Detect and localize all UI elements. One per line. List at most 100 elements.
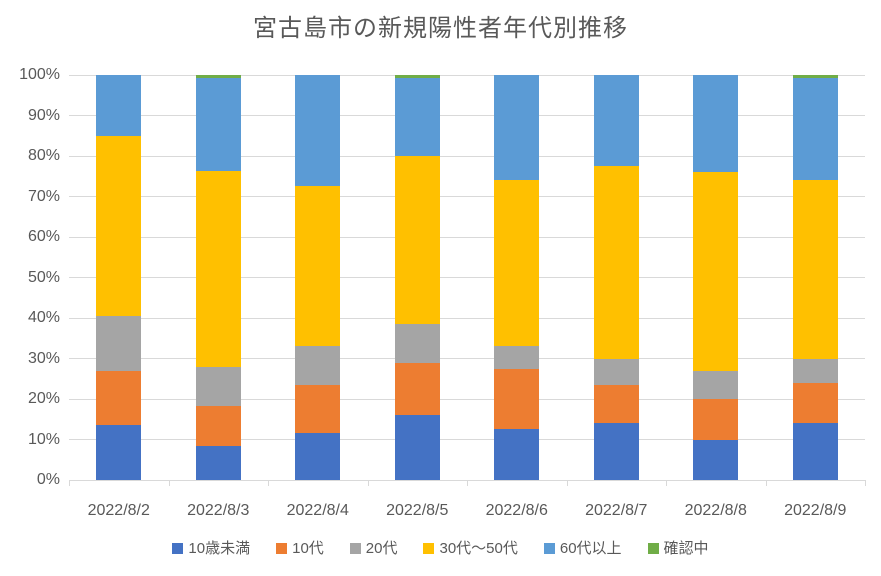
- bar-segment-10代: [96, 370, 142, 426]
- bar-segment-30代～50代: [96, 135, 142, 316]
- bar-segment-30代～50代: [494, 180, 540, 347]
- bar-segment-30代～50代: [693, 172, 739, 371]
- bar-segment-10歳未満: [195, 446, 241, 480]
- gridline: [69, 398, 865, 400]
- bar-segment-確認中: [195, 75, 241, 78]
- legend-swatch-icon: [543, 543, 555, 554]
- stacked-bar-2022/8/2: [96, 75, 142, 480]
- stacked-bar-2022/8/6: [494, 75, 540, 480]
- y-axis-tick-label: 100%: [19, 66, 60, 83]
- x-axis-tick: [865, 480, 866, 486]
- bar-segment-60代以上: [295, 75, 341, 187]
- gridline: [69, 439, 865, 440]
- gridline: [69, 115, 865, 116]
- gridline: [69, 358, 865, 359]
- x-axis-tick: [268, 480, 269, 486]
- x-axis-tick: [765, 480, 767, 486]
- bar-segment-10代: [494, 368, 540, 430]
- gridline: [69, 317, 865, 319]
- y-axis-tick-label: 40%: [27, 309, 60, 326]
- bar-segment-10代: [693, 399, 739, 440]
- bar-segment-10歳未満: [394, 415, 440, 480]
- chart-title: 宮古島市の新規陽性者年代別推移: [253, 15, 628, 42]
- bar-segment-20代: [693, 370, 739, 399]
- bar-segment-10歳未満: [295, 433, 341, 480]
- bar-segment-60代以上: [96, 75, 142, 136]
- legend-swatch-icon: [276, 543, 288, 554]
- chart-legend: 10歳未満 10代 20代 30代～50代 60代以上 確認中: [0, 541, 881, 556]
- legend-item-10歳未満: 10歳未満: [172, 541, 250, 556]
- x-axis-tick: [566, 480, 568, 486]
- bar-segment-30代～50代: [792, 180, 838, 359]
- bar-segment-20代: [195, 367, 241, 407]
- bar-segment-20代: [792, 358, 838, 383]
- legend-swatch-icon: [172, 543, 184, 554]
- y-axis-tick-label: 90%: [27, 106, 60, 124]
- x-axis-tick-label: 2022/8/3: [187, 502, 250, 519]
- bar-segment-60代以上: [593, 75, 639, 167]
- x-axis-tick: [69, 480, 70, 486]
- x-axis-tick: [367, 480, 369, 486]
- bar-segment-60代以上: [494, 75, 540, 181]
- gridline: [69, 74, 865, 76]
- legend-item-10代: 10代: [276, 541, 324, 556]
- stacked-bar-2022/8/4: [295, 75, 341, 480]
- legend-item-確認中: 確認中: [647, 540, 709, 557]
- y-axis-tick-label: 10%: [27, 430, 60, 448]
- bar-segment-60代以上: [394, 77, 440, 156]
- bar-segment-10歳未満: [693, 439, 739, 480]
- legend-label: 確認中: [663, 540, 709, 557]
- y-axis-tick-label: 30%: [27, 349, 60, 367]
- bar-segment-10歳未満: [96, 425, 142, 480]
- x-axis-tick: [666, 480, 667, 486]
- x-axis-tick-label: 2022/8/9: [784, 502, 847, 519]
- y-axis-tick-label: 70%: [27, 187, 60, 205]
- stacked-bar-2022/8/7: [593, 75, 639, 480]
- gridline: [69, 236, 865, 238]
- bar-segment-30代～50代: [394, 156, 440, 325]
- y-axis-tick-label: 50%: [27, 268, 60, 286]
- bar-segment-10歳未満: [593, 423, 639, 480]
- x-axis-tick: [168, 480, 170, 486]
- bar-segment-20代: [593, 358, 639, 385]
- bar-segment-10代: [394, 362, 440, 416]
- legend-item-30代～50代: 30代～50代: [423, 540, 518, 557]
- gridline: [69, 196, 865, 197]
- legend-label: 20代: [365, 540, 398, 557]
- bar-segment-10代: [295, 384, 341, 434]
- bar-segment-10代: [593, 384, 639, 424]
- bar-segment-10歳未満: [792, 423, 838, 480]
- legend-item-60代以上: 60代以上: [543, 540, 622, 557]
- legend-label: 10代: [292, 540, 324, 557]
- bar-segment-10代: [195, 406, 241, 447]
- x-axis-tick-label: 2022/8/2: [87, 502, 150, 519]
- legend-swatch-icon: [647, 543, 659, 554]
- stacked-bar-2022/8/5: [394, 75, 440, 480]
- y-axis-tick-label: 60%: [27, 228, 60, 245]
- legend-item-20代: 20代: [349, 540, 398, 557]
- x-axis-tick-label: 2022/8/4: [286, 502, 349, 519]
- y-axis-tick-label: 0%: [36, 471, 60, 488]
- stacked-bar-2022/8/3: [195, 75, 241, 480]
- gridline: [69, 277, 865, 278]
- y-axis-tick-label: 80%: [27, 147, 60, 164]
- bar-segment-確認中: [394, 75, 440, 78]
- legend-swatch-icon: [423, 543, 435, 554]
- x-axis-tick-label: 2022/8/6: [485, 502, 548, 519]
- bar-segment-確認中: [792, 75, 838, 78]
- bar-segment-60代以上: [693, 75, 739, 173]
- legend-label: 30代～50代: [439, 540, 518, 557]
- bar-segment-20代: [295, 346, 341, 385]
- bar-segment-20代: [394, 324, 440, 363]
- legend-label: 10歳未満: [188, 540, 251, 557]
- x-axis-tick-label: 2022/8/8: [684, 502, 747, 519]
- legend-swatch-icon: [349, 543, 361, 554]
- y-axis-tick-label: 20%: [27, 390, 60, 407]
- bar-segment-10歳未満: [494, 429, 540, 480]
- x-axis-tick-label: 2022/8/5: [386, 502, 449, 519]
- bar-segment-30代～50代: [295, 186, 341, 347]
- x-axis-tick-label: 2022/8/7: [585, 502, 648, 519]
- legend-label: 60代以上: [559, 540, 622, 557]
